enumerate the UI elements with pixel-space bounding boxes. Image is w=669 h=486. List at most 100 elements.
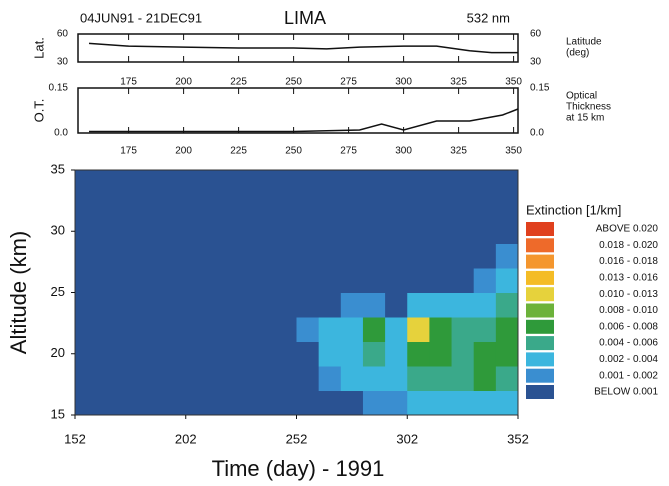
heat-cell <box>362 390 386 416</box>
heat-cell <box>318 170 342 195</box>
heat-cell <box>473 292 497 318</box>
heat-cell <box>207 390 231 416</box>
heat-cell <box>207 317 231 342</box>
heat-cell <box>163 268 187 293</box>
heat-cell <box>163 341 187 367</box>
heat-cell <box>75 194 98 220</box>
heat-cell <box>318 390 342 416</box>
y2-tick-label: 30 <box>530 57 542 68</box>
heat-cell <box>407 390 430 416</box>
x-tick-label: 275 <box>340 77 357 88</box>
x-tick-label: 302 <box>396 431 418 446</box>
heat-cell <box>362 243 386 269</box>
heat-cell <box>230 366 253 391</box>
heat-cell <box>407 268 430 293</box>
heat-cell <box>119 292 142 318</box>
heat-cell <box>362 170 386 195</box>
heat-cell <box>473 243 497 269</box>
heat-cell <box>185 243 209 269</box>
wavelength: 532 nm <box>467 10 510 25</box>
heat-cell <box>274 317 297 342</box>
heat-cell <box>495 366 519 391</box>
y-tick-label: 25 <box>51 284 65 299</box>
heat-cell <box>407 366 430 391</box>
heat-cell <box>362 366 386 391</box>
heat-cell <box>75 341 98 367</box>
x-tick-label: 175 <box>120 77 137 88</box>
heat-cell <box>451 219 475 244</box>
x-tick-label: 300 <box>395 146 412 157</box>
legend-label: 0.001 - 0.002 <box>599 370 658 381</box>
heat-cell <box>207 366 231 391</box>
y-axis-label: Lat. <box>31 37 46 59</box>
x-tick-label: 350 <box>505 146 522 157</box>
heat-cell <box>429 317 453 342</box>
heat-cell <box>141 219 165 244</box>
heat-cell <box>451 268 475 293</box>
heat-cell <box>429 268 453 293</box>
heat-cell <box>75 170 98 195</box>
heat-cell <box>385 341 408 367</box>
x-tick-label: 252 <box>286 431 308 446</box>
heat-cell <box>296 341 320 367</box>
heat-cell <box>296 219 320 244</box>
heat-cell <box>362 292 386 318</box>
heat-cell <box>385 243 408 269</box>
heat-cell <box>429 219 453 244</box>
heat-cell <box>451 292 475 318</box>
heat-cell <box>163 219 187 244</box>
heat-cell <box>252 170 275 195</box>
x-tick-label: 275 <box>340 146 357 157</box>
x-tick-label: 152 <box>64 431 86 446</box>
legend-swatch <box>526 385 554 399</box>
heat-cell <box>230 292 253 318</box>
heat-cell <box>141 292 165 318</box>
heat-cell <box>252 317 275 342</box>
heat-cell <box>340 268 364 293</box>
heat-cell <box>407 170 430 195</box>
heat-cell <box>185 268 209 293</box>
heat-cell <box>296 366 320 391</box>
heat-cell <box>185 317 209 342</box>
heat-cell <box>97 390 120 416</box>
legend-swatch <box>526 287 554 302</box>
heat-cell <box>495 194 519 220</box>
heat-cell <box>495 317 519 342</box>
heat-cell <box>185 292 209 318</box>
heat-cell <box>318 317 342 342</box>
heat-cell <box>252 292 275 318</box>
heat-cell <box>274 194 297 220</box>
heat-cell <box>296 292 320 318</box>
heat-cell <box>163 194 187 220</box>
heat-cell <box>274 243 297 269</box>
legend-swatch <box>526 254 554 269</box>
heat-cell <box>97 243 120 269</box>
legend-swatch <box>526 368 554 383</box>
heat-cell <box>119 243 142 269</box>
y-tick-label: 60 <box>57 29 69 40</box>
plot-frame <box>77 33 519 63</box>
heat-cell <box>340 390 364 416</box>
heat-cell <box>362 194 386 220</box>
legend-label: BELOW 0.001 <box>594 387 658 398</box>
heat-cell <box>429 194 453 220</box>
heat-cell <box>97 292 120 318</box>
y-tick-label: 30 <box>51 223 65 238</box>
heat-cell <box>207 341 231 367</box>
y-axis-label: O.T. <box>31 99 46 123</box>
heat-cell <box>473 317 497 342</box>
heat-cell <box>119 268 142 293</box>
x-tick-label: 200 <box>175 77 192 88</box>
heat-cell <box>318 243 342 269</box>
heat-cell <box>141 194 165 220</box>
heat-cell <box>207 170 231 195</box>
heat-cell <box>429 366 453 391</box>
y2-axis-label: at 15 km <box>566 113 604 124</box>
heat-cell <box>473 390 497 416</box>
x-tick-label: 250 <box>285 146 302 157</box>
x-tick-label: 350 <box>505 77 522 88</box>
legend-swatch <box>526 222 554 236</box>
heat-cell <box>385 268 408 293</box>
heat-cell <box>274 292 297 318</box>
heat-cell <box>340 194 364 220</box>
